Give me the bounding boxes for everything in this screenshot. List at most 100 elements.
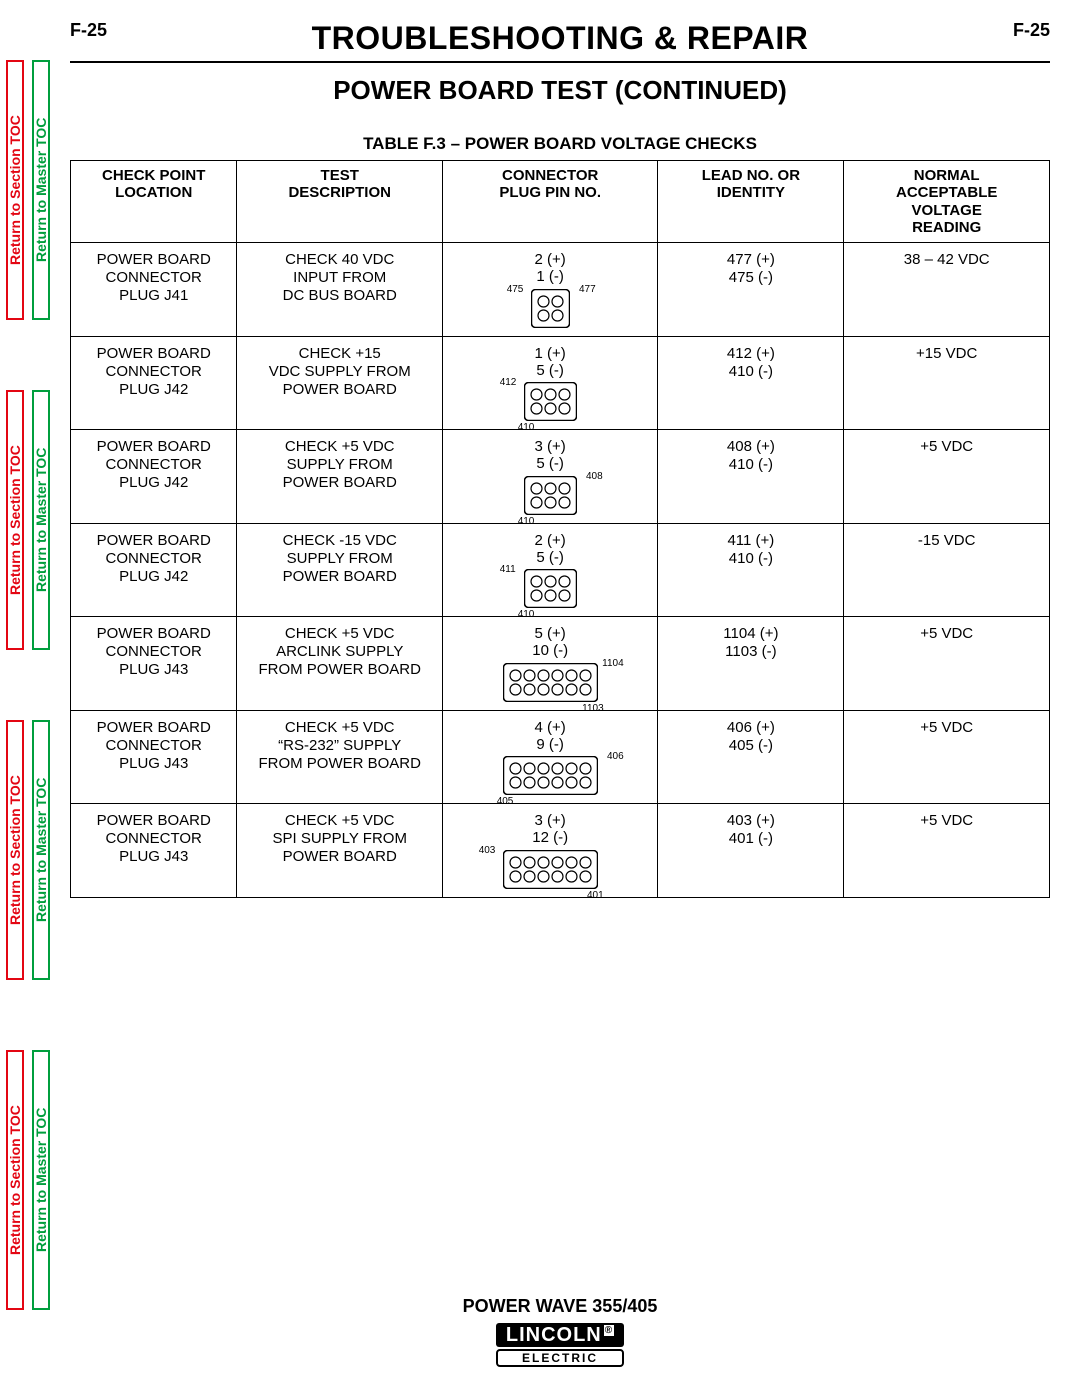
pin-label: 2 (+) — [535, 532, 566, 549]
pin-label: 1 (+) — [535, 345, 566, 362]
connector-pin-label: 406 — [607, 752, 624, 762]
page-code-left: F-25 — [70, 20, 107, 41]
connector-pin-label: 403 — [479, 846, 496, 856]
connector-pin-label: 405 — [497, 797, 514, 807]
pin-label: 4 (+) — [535, 719, 566, 736]
table-row: POWER BOARDCONNECTORPLUG J41CHECK 40 VDC… — [71, 243, 1050, 337]
cell-lead: 411 (+)410 (-) — [658, 523, 844, 617]
connector-pin-label: 411 — [500, 565, 516, 575]
pin-label: 3 (+) — [532, 812, 568, 829]
cell-reading: -15 VDC — [844, 523, 1050, 617]
connector-diagram: 408410 — [524, 476, 577, 515]
cell-location: POWER BOARDCONNECTORPLUG J43 — [71, 617, 237, 711]
cell-connector: 1 (+)5 (-)412410 — [443, 336, 658, 430]
pin-label: 9 (-) — [535, 736, 566, 753]
page-code-right: F-25 — [1013, 20, 1050, 41]
pin-label: 12 (-) — [532, 829, 568, 846]
connector-pin-label: 1104 — [602, 659, 624, 669]
table-row: POWER BOARDCONNECTORPLUG J42CHECK -15 VD… — [71, 523, 1050, 617]
cell-test: CHECK -15 VDCSUPPLY FROMPOWER BOARD — [237, 523, 443, 617]
return-section-toc-link[interactable]: Return to Section TOC — [6, 390, 24, 650]
cell-test: CHECK +15VDC SUPPLY FROMPOWER BOARD — [237, 336, 443, 430]
return-master-toc-link[interactable]: Return to Master TOC — [32, 720, 50, 980]
cell-reading: +5 VDC — [844, 617, 1050, 711]
cell-connector: 3 (+)12 (-)403401 — [443, 804, 658, 898]
cell-reading: +5 VDC — [844, 430, 1050, 524]
cell-reading: +5 VDC — [844, 804, 1050, 898]
pin-label: 2 (+) — [535, 251, 566, 268]
cell-connector: 2 (+)1 (-)475477 — [443, 243, 658, 337]
return-section-toc-link[interactable]: Return to Section TOC — [6, 720, 24, 980]
cell-reading: +5 VDC — [844, 710, 1050, 804]
cell-reading: 38 – 42 VDC — [844, 243, 1050, 337]
footer-model: POWER WAVE 355/405 — [70, 1296, 1050, 1317]
pin-label: 5 (-) — [535, 455, 566, 472]
connector-diagram: 406405 — [503, 756, 598, 795]
cell-lead: 477 (+)475 (-) — [658, 243, 844, 337]
connector-diagram: 412410 — [524, 382, 577, 421]
cell-location: POWER BOARDCONNECTORPLUG J42 — [71, 430, 237, 524]
cell-test: CHECK +5 VDC“RS-232” SUPPLYFROM POWER BO… — [237, 710, 443, 804]
return-section-toc-link[interactable]: Return to Section TOC — [6, 1050, 24, 1310]
connector-pin-label: 410 — [518, 610, 535, 620]
cell-location: POWER BOARDCONNECTORPLUG J42 — [71, 523, 237, 617]
cell-lead: 412 (+)410 (-) — [658, 336, 844, 430]
page-title: TROUBLESHOOTING & REPAIR — [107, 20, 1013, 57]
connector-pin-label: 401 — [587, 891, 604, 901]
connector-pin-label: 477 — [579, 285, 596, 295]
voltage-table: CHECK POINTLOCATIONTESTDESCRIPTIONCONNEC… — [70, 160, 1050, 898]
pin-label: 5 (-) — [535, 362, 566, 379]
connector-pin-label: 475 — [507, 285, 524, 295]
table-header-cell: NORMALACCEPTABLEVOLTAGEREADING — [844, 161, 1050, 243]
table-header-cell: TESTDESCRIPTION — [237, 161, 443, 243]
connector-pin-label: 408 — [586, 472, 603, 482]
table-row: POWER BOARDCONNECTORPLUG J43CHECK +5 VDC… — [71, 617, 1050, 711]
return-master-toc-link[interactable]: Return to Master TOC — [32, 1050, 50, 1310]
connector-diagram: 403401 — [503, 850, 598, 889]
cell-lead: 406 (+)405 (-) — [658, 710, 844, 804]
table-header-row: CHECK POINTLOCATIONTESTDESCRIPTIONCONNEC… — [71, 161, 1050, 243]
cell-reading: +15 VDC — [844, 336, 1050, 430]
table-caption: TABLE F.3 – POWER BOARD VOLTAGE CHECKS — [70, 134, 1050, 154]
logo-top-text: LINCOLN — [506, 1324, 602, 1346]
logo-reg: ® — [604, 1325, 614, 1336]
page-header: F-25 TROUBLESHOOTING & REPAIR F-25 — [70, 20, 1050, 57]
return-master-toc-link[interactable]: Return to Master TOC — [32, 60, 50, 320]
table-header-cell: CHECK POINTLOCATION — [71, 161, 237, 243]
cell-connector: 5 (+)10 (-) 1104 1103 — [443, 617, 658, 711]
cell-connector: 2 (+)5 (-)411410 — [443, 523, 658, 617]
cell-lead: 403 (+)401 (-) — [658, 804, 844, 898]
title-rule — [70, 61, 1050, 63]
cell-lead: 408 (+)410 (-) — [658, 430, 844, 524]
table-row: POWER BOARDCONNECTORPLUG J42CHECK +5 VDC… — [71, 430, 1050, 524]
page-subtitle: POWER BOARD TEST (CONTINUED) — [70, 75, 1050, 106]
table-row: POWER BOARDCONNECTORPLUG J42CHECK +15VDC… — [71, 336, 1050, 430]
connector-diagram: 411410 — [524, 569, 577, 608]
pin-label: 3 (+) — [535, 438, 566, 455]
cell-test: CHECK +5 VDCSUPPLY FROMPOWER BOARD — [237, 430, 443, 524]
table-header-cell: LEAD NO. ORIDENTITY — [658, 161, 844, 243]
cell-test: CHECK +5 VDCSPI SUPPLY FROMPOWER BOARD — [237, 804, 443, 898]
connector-pin-label: 410 — [518, 423, 535, 433]
pin-label: 10 (-) — [532, 642, 568, 659]
return-master-toc-link[interactable]: Return to Master TOC — [32, 390, 50, 650]
table-row: POWER BOARDCONNECTORPLUG J43CHECK +5 VDC… — [71, 710, 1050, 804]
page-footer: POWER WAVE 355/405 LINCOLN® ELECTRIC — [70, 1296, 1050, 1367]
page-content: F-25 TROUBLESHOOTING & REPAIR F-25 POWER… — [70, 20, 1050, 898]
table-header-cell: CONNECTORPLUG PIN NO. — [443, 161, 658, 243]
pin-label: 5 (-) — [535, 549, 566, 566]
connector-pin-label: 1103 — [582, 704, 604, 714]
cell-location: POWER BOARDCONNECTORPLUG J41 — [71, 243, 237, 337]
cell-test: CHECK 40 VDCINPUT FROMDC BUS BOARD — [237, 243, 443, 337]
connector-diagram: 475477 — [531, 289, 570, 328]
cell-location: POWER BOARDCONNECTORPLUG J42 — [71, 336, 237, 430]
logo-bottom-text: ELECTRIC — [496, 1349, 624, 1367]
connector-pin-label: 412 — [500, 378, 517, 388]
pin-label: 1 (-) — [535, 268, 566, 285]
pin-label: 5 (+) — [532, 625, 568, 642]
return-section-toc-link[interactable]: Return to Section TOC — [6, 60, 24, 320]
cell-location: POWER BOARDCONNECTORPLUG J43 — [71, 710, 237, 804]
cell-location: POWER BOARDCONNECTORPLUG J43 — [71, 804, 237, 898]
connector-pin-label: 410 — [518, 517, 535, 527]
cell-connector: 4 (+)9 (-)406405 — [443, 710, 658, 804]
